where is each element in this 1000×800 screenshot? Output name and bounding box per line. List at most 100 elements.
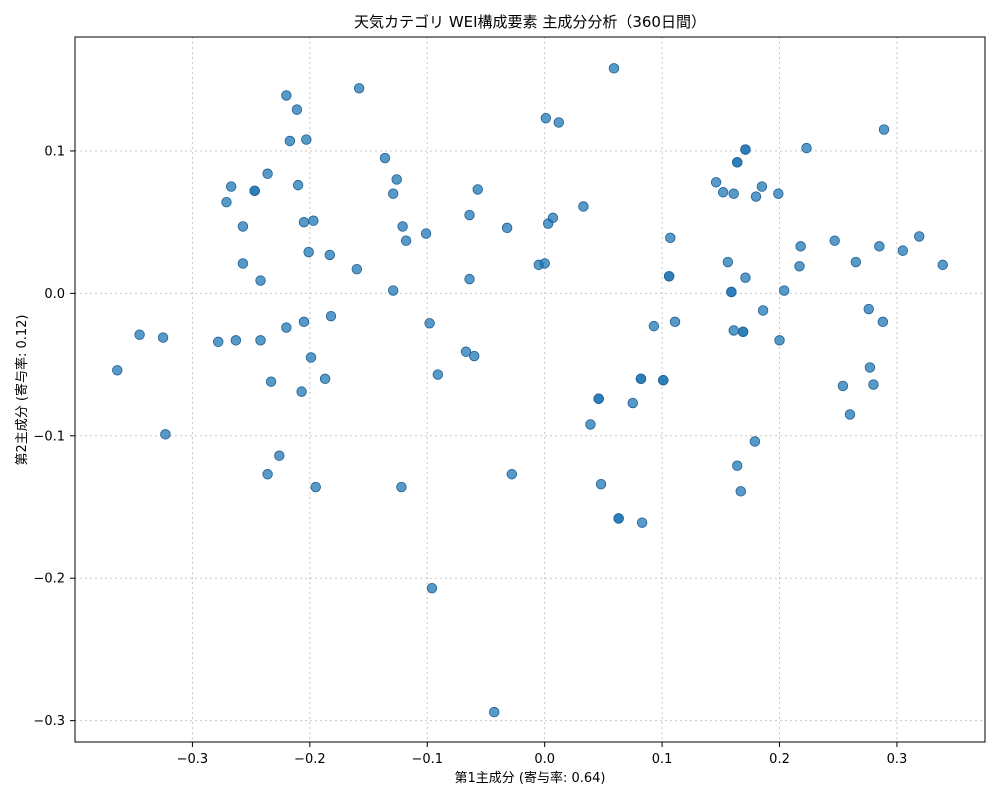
- data-point: [391, 174, 402, 185]
- data-point: [298, 216, 310, 228]
- data-point: [547, 212, 559, 224]
- y-tick-label: −0.2: [33, 572, 65, 587]
- data-point: [539, 258, 550, 269]
- data-point: [237, 258, 249, 269]
- data-point: [717, 187, 729, 198]
- data-point: [397, 221, 408, 232]
- y-axis-ticks: −0.3 −0.2 −0.1 0.0 0.1: [33, 144, 75, 729]
- data-point: [388, 188, 399, 199]
- x-tick-label: −0.3: [177, 752, 209, 767]
- data-point: [351, 263, 363, 275]
- data-point: [501, 222, 513, 234]
- data-point: [319, 373, 331, 385]
- data-point: [426, 582, 438, 594]
- data-point: [795, 241, 806, 252]
- data-point: [296, 386, 307, 397]
- data-point: [249, 185, 260, 197]
- data-point: [757, 305, 769, 316]
- data-point: [305, 352, 317, 363]
- plot-frame: [74, 36, 986, 743]
- data-point: [281, 322, 292, 333]
- data-point: [585, 419, 596, 430]
- data-point: [722, 256, 734, 268]
- data-point: [850, 256, 862, 268]
- x-tick-label: −0.2: [294, 752, 326, 767]
- data-point: [274, 450, 285, 461]
- data-point: [794, 261, 805, 272]
- data-point: [420, 228, 432, 239]
- data-point: [310, 481, 321, 493]
- x-axis-label: 第1主成分 (寄与率: 0.64): [454, 770, 605, 786]
- y-tick-label: 0.1: [44, 144, 65, 159]
- data-point: [160, 429, 171, 440]
- data-point: [593, 393, 604, 404]
- data-point: [396, 481, 407, 493]
- data-point: [665, 232, 676, 244]
- data-point: [472, 184, 483, 195]
- x-axis-ticks: −0.3 −0.2 −0.1 0.0 0.1 0.2 0.3: [177, 742, 907, 767]
- data-points: [112, 63, 948, 718]
- data-point: [379, 152, 391, 164]
- data-point: [864, 362, 876, 373]
- data-point: [874, 241, 885, 252]
- data-point: [749, 436, 761, 447]
- data-point: [732, 460, 743, 471]
- data-point: [914, 231, 925, 242]
- x-tick-label: 0.2: [769, 752, 790, 767]
- data-point: [728, 188, 739, 199]
- data-point: [635, 373, 647, 385]
- data-point: [112, 365, 123, 376]
- data-point: [837, 380, 849, 392]
- data-point: [613, 513, 624, 524]
- data-point: [756, 181, 768, 192]
- y-tick-label: 0.0: [44, 287, 65, 302]
- data-point: [740, 272, 751, 283]
- data-point: [877, 316, 889, 328]
- data-point: [829, 235, 840, 246]
- data-point: [878, 124, 890, 135]
- data-point: [284, 135, 296, 147]
- data-point: [627, 397, 638, 409]
- data-point: [388, 285, 399, 296]
- data-point: [464, 209, 475, 221]
- data-point: [292, 179, 304, 191]
- data-point: [432, 369, 444, 380]
- data-point: [237, 221, 249, 232]
- data-point: [221, 197, 232, 208]
- x-tick-label: −0.1: [411, 752, 443, 767]
- x-tick-label: 0.0: [534, 752, 555, 767]
- data-point: [230, 335, 242, 346]
- data-point: [648, 320, 660, 332]
- chart-title: 天気カテゴリ WEI構成要素 主成分分析（360日間）: [354, 13, 706, 31]
- data-point: [424, 318, 435, 329]
- data-point: [553, 117, 564, 128]
- data-point: [595, 479, 607, 490]
- y-axis-label: 第2主成分 (寄与率: 0.12): [14, 314, 30, 465]
- data-point: [303, 246, 314, 258]
- data-point: [663, 271, 675, 282]
- data-point: [506, 469, 518, 480]
- data-point: [325, 310, 337, 322]
- grid-lines: [75, 37, 985, 742]
- data-point: [774, 335, 785, 346]
- data-point: [308, 215, 319, 226]
- data-point: [669, 316, 681, 328]
- data-point: [301, 134, 312, 145]
- x-tick-label: 0.1: [652, 752, 673, 767]
- data-point: [735, 486, 746, 497]
- data-point: [710, 177, 722, 188]
- data-point: [262, 469, 273, 480]
- data-point: [291, 104, 303, 115]
- data-point: [726, 286, 737, 298]
- data-point: [773, 188, 784, 199]
- data-point: [298, 316, 310, 328]
- data-point: [262, 168, 273, 179]
- data-point: [324, 249, 336, 261]
- data-point: [255, 335, 266, 346]
- data-point: [737, 326, 749, 338]
- data-point: [353, 83, 365, 94]
- data-point: [540, 112, 552, 124]
- data-point: [400, 235, 412, 246]
